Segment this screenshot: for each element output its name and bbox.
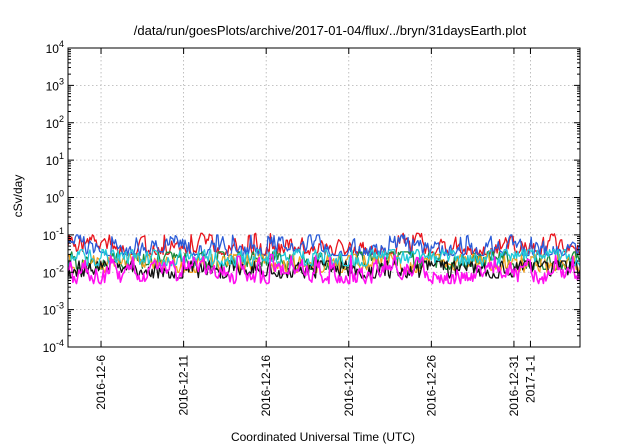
y-tick-label: 103 [46,76,64,93]
x-tick-label: 2017-1-1 [523,355,537,403]
y-tick-label: 100 [46,189,64,206]
x-tick-label: 2016-12-6 [94,355,108,410]
y-tick-label: 102 [46,114,64,131]
y-tick-label: 10-1 [43,226,64,243]
x-tick-label: 2016-12-21 [342,355,356,417]
y-tick-label: 10-4 [43,338,64,355]
y-tick-label: 104 [46,39,64,56]
plot-area [68,232,580,285]
chart-title: /data/run/goesPlots/archive/2017-01-04/f… [134,23,527,38]
y-tick-label: 10-2 [43,263,64,280]
series-line [68,234,580,257]
series-line [68,253,580,285]
x-tick-label: 2016-12-11 [177,355,191,416]
x-tick-label: 2016-12-31 [507,355,521,417]
y-tick-label: 10-3 [43,301,64,318]
x-tick-label: 2016-12-26 [424,355,438,417]
grid [68,47,580,348]
x-axis-label: Coordinated Universal Time (UTC) [231,430,415,444]
axis-ticks: 10-4 10-3 10-2 10-1 100 101 102 103 104 2016-12-6… [43,39,580,416]
y-tick-label: 101 [46,151,64,168]
y-axis-label: cSv/day [11,175,25,218]
x-tick-label: 2016-12-16 [259,355,273,417]
